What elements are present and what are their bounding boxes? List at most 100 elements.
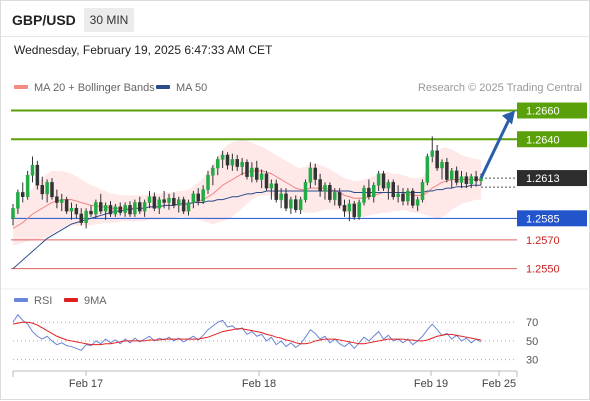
legend-swatch-1 — [156, 85, 170, 89]
candle-body — [269, 183, 274, 189]
legend-label-0: MA 20 + Bollinger Bands — [34, 82, 155, 94]
price-line-tag — [517, 102, 587, 119]
instrument-symbol: GBP/USD — [12, 12, 76, 28]
rsi-level-label: 50 — [526, 336, 538, 348]
chart-header: GBP/USD 30 MIN — [1, 1, 589, 37]
candle-body — [21, 192, 25, 197]
candle-body — [376, 173, 381, 186]
candle-body — [74, 208, 79, 215]
candle-body — [323, 185, 327, 192]
candle-body — [450, 170, 454, 180]
candle-body — [186, 202, 191, 212]
price-line-tag — [517, 210, 587, 227]
rsi-legend-label-0: RSI — [34, 295, 52, 307]
candle-body — [118, 206, 122, 213]
candle-body — [308, 167, 313, 183]
x-axis: Feb 17 Feb 18 Feb 19 Feb 25 — [12, 370, 518, 390]
candle-body — [40, 185, 44, 195]
rsi-level-label: 30 — [526, 355, 538, 367]
x-tick-label: Feb 19 — [414, 378, 448, 390]
x-tick-label: Feb 25 — [482, 378, 516, 390]
candle-body — [84, 210, 88, 223]
candle-body — [313, 167, 317, 180]
candle-body — [264, 173, 269, 189]
rsi-legend-swatch-0 — [14, 298, 28, 302]
candle-body — [133, 202, 137, 215]
candle-body — [425, 156, 430, 183]
candle-body — [172, 197, 176, 206]
current-price-tag — [517, 170, 587, 187]
candle-body — [25, 174, 30, 197]
candle-body — [362, 187, 366, 203]
candle-body — [381, 173, 386, 189]
candle-body — [123, 205, 127, 213]
candle-body — [50, 182, 54, 197]
rsi-level-label: 70 — [526, 317, 538, 329]
x-tick-label: Feb 17 — [69, 378, 103, 390]
candle-body — [157, 199, 161, 209]
forecast-arrow-shaft — [479, 116, 512, 179]
candle-body — [259, 173, 264, 180]
candle-body — [333, 192, 337, 200]
candle-body — [328, 185, 332, 200]
bollinger-bands — [13, 139, 481, 246]
candle-body — [11, 208, 15, 219]
candle-body — [250, 167, 254, 177]
candle-body — [201, 189, 205, 202]
bollinger-band-area — [13, 139, 481, 246]
candle-body — [367, 187, 371, 197]
price-line-label: 1.2660 — [526, 106, 560, 118]
candle-body — [357, 202, 361, 218]
candle-body — [391, 182, 395, 197]
candle-body — [16, 192, 20, 209]
x-tick-label: Feb 18 — [242, 378, 276, 390]
main-legend: MA 20 + Bollinger Bands MA 50 Research © 2… — [14, 82, 582, 94]
price-lines — [11, 109, 517, 270]
candle-body — [274, 183, 278, 200]
candle-body — [235, 159, 239, 167]
price-line-label: 1.2570 — [526, 235, 560, 247]
candle-body — [79, 213, 83, 223]
price-line-tag — [517, 131, 587, 148]
candle-body — [147, 196, 152, 203]
price-line-label: 1.2640 — [526, 134, 560, 146]
candle-body — [230, 159, 235, 166]
legend-label-1: MA 50 — [176, 82, 207, 94]
candle-body — [162, 199, 166, 203]
rsi-panel: RSI 9MA 70 50 30 — [1, 288, 590, 367]
price-line-label: 1.2585 — [526, 213, 560, 225]
timeframe-badge[interactable]: 30 MIN — [84, 8, 134, 32]
source-label: Research © 2025 Trading Central — [418, 82, 582, 94]
candle-body — [396, 193, 400, 197]
candle-body — [206, 174, 210, 190]
candle-body — [220, 154, 225, 160]
candle-body — [45, 182, 49, 195]
candle-body — [99, 202, 103, 212]
candle-body — [420, 182, 425, 200]
candle-body — [386, 182, 391, 189]
candle-body — [240, 162, 244, 167]
candle-body — [30, 164, 35, 176]
candle-body — [318, 179, 322, 192]
candle-body — [342, 205, 347, 212]
candle-body — [430, 150, 434, 157]
rsi-legend-swatch-1 — [64, 298, 78, 302]
candle-body — [142, 202, 147, 212]
candle-body — [289, 199, 293, 209]
candle-body — [191, 193, 196, 203]
header-divider — [1, 36, 589, 37]
current-price-label: 1.2613 — [526, 173, 560, 185]
candle-body — [60, 199, 64, 203]
candle-body — [372, 185, 376, 197]
candle-body — [94, 202, 98, 215]
candle-body — [138, 202, 142, 212]
candle-body — [89, 210, 93, 215]
candle-body — [216, 159, 220, 169]
candle-body — [113, 206, 118, 215]
candle-body — [440, 162, 444, 169]
candle-body — [167, 197, 171, 203]
candle-body — [352, 203, 356, 218]
candle-body — [411, 190, 415, 206]
rsi-line — [12, 313, 482, 351]
